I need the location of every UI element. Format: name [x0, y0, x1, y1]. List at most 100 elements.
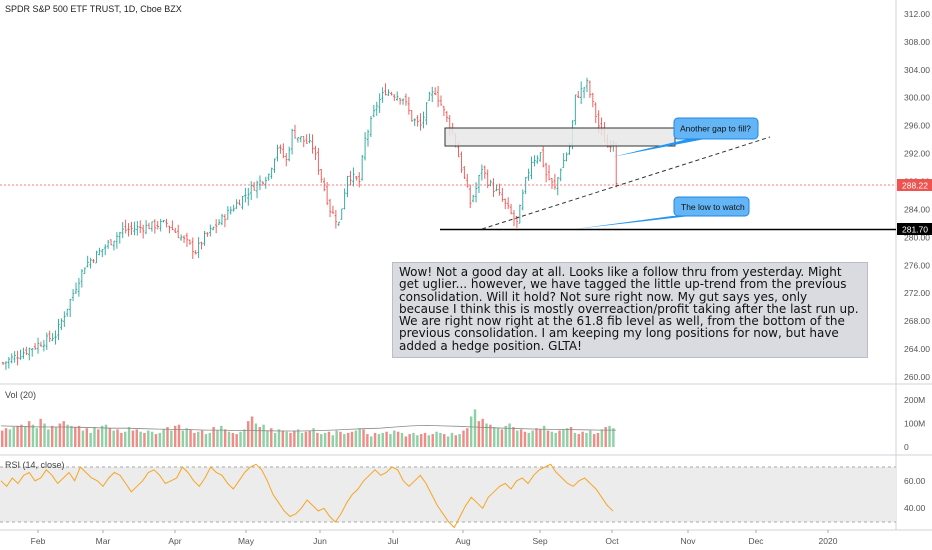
- volume-bar: [404, 436, 408, 447]
- price-axis-label: 268.00: [904, 316, 930, 326]
- volume-bar: [431, 434, 434, 447]
- volume-bar: [166, 427, 169, 447]
- volume-bar: [589, 430, 592, 447]
- volume-bar: [469, 416, 473, 447]
- volume-bar: [216, 430, 219, 447]
- volume-bar: [70, 425, 73, 447]
- volume-bar: [16, 425, 19, 447]
- volume-bar: [419, 434, 423, 447]
- volume-bar: [385, 431, 388, 447]
- volume-bar: [127, 427, 131, 447]
- volume-bar: [204, 434, 208, 447]
- volume-bar: [50, 425, 54, 447]
- gap-callout-box[interactable]: [673, 117, 759, 140]
- volume-bar: [489, 424, 492, 447]
- low-callout-box[interactable]: [673, 196, 750, 217]
- volume-bar: [493, 427, 496, 447]
- volume-bar: [443, 434, 446, 447]
- analysis-note[interactable]: Wow! Not a good day at all. Looks like a…: [392, 262, 868, 358]
- volume-bar: [304, 431, 308, 447]
- volume-bar: [154, 434, 158, 447]
- volume-bar: [339, 431, 342, 447]
- volume-bar: [54, 427, 58, 447]
- trend-line[interactable]: [481, 136, 771, 230]
- volume-bar: [227, 431, 231, 447]
- time-axis-label: Feb: [31, 536, 46, 546]
- volume-bar: [600, 429, 604, 447]
- price-axis-label: 260.00: [904, 372, 930, 382]
- volume-bar: [508, 423, 511, 447]
- volume-bar: [408, 434, 411, 447]
- volume-bar: [66, 424, 69, 447]
- volume-bar: [596, 432, 600, 447]
- volume-bar: [293, 430, 296, 447]
- volume-bar: [343, 434, 346, 447]
- volume-bar: [243, 429, 246, 447]
- last-price-badge: [897, 179, 932, 191]
- volume-bar: [366, 434, 369, 447]
- volume-ma-line: [0, 424, 616, 432]
- volume-bar: [377, 434, 381, 447]
- volume-bar: [266, 430, 269, 447]
- volume-bar: [370, 436, 373, 447]
- consolidation-rectangle[interactable]: [444, 127, 676, 147]
- volume-bar: [300, 432, 304, 447]
- volume-axis-label: 200M: [904, 395, 925, 405]
- volume-bar: [539, 429, 542, 447]
- volume-bar: [162, 429, 165, 447]
- volume-bar: [519, 429, 523, 447]
- volume-bar: [139, 431, 142, 447]
- volume-bar: [558, 430, 561, 447]
- volume-bar: [158, 432, 162, 447]
- volume-bar: [546, 430, 550, 447]
- volume-bar: [20, 424, 23, 447]
- volume-pane-label: Vol (20): [5, 390, 36, 400]
- volume-bar: [277, 429, 281, 447]
- volume-bar: [262, 424, 265, 447]
- volume-bar: [562, 429, 565, 447]
- volume-bar: [77, 425, 81, 447]
- low-callout-pointer: [575, 216, 690, 229]
- volume-bar: [393, 430, 396, 447]
- volume-bar: [62, 421, 65, 447]
- volume-bar: [381, 432, 384, 447]
- volume-bar: [585, 432, 588, 447]
- volume-bar: [550, 431, 554, 447]
- time-axis-label: 2020: [819, 536, 838, 546]
- volume-bar: [423, 432, 427, 447]
- volume-bar: [89, 432, 92, 447]
- price-axis-label: 292.00: [904, 149, 930, 159]
- price-axis-label: 304.00: [904, 65, 930, 75]
- price-axis-label: 308.00: [904, 37, 930, 47]
- rsi-line: [0, 463, 614, 529]
- time-axis-label: Mar: [96, 536, 111, 546]
- time-axis-label: Nov: [680, 536, 696, 546]
- time-axis-label: Apr: [168, 536, 181, 546]
- volume-bar: [531, 430, 534, 447]
- price-axis-label: 300.00: [904, 93, 930, 103]
- analysis-note-text: Wow! Not a good day at all. Looks like a…: [399, 265, 859, 353]
- volume-bar: [43, 423, 46, 447]
- volume-bar: [27, 421, 31, 447]
- volume-bar: [316, 432, 319, 447]
- volume-bar: [258, 427, 261, 447]
- volume-bar: [462, 430, 465, 447]
- volume-bar: [612, 428, 615, 447]
- volume-bar: [542, 425, 546, 447]
- volume-bars-group: [1, 409, 615, 447]
- volume-bar: [8, 429, 12, 447]
- volume-axis-label: 100M: [904, 419, 925, 429]
- volume-bar: [97, 429, 100, 447]
- chart-title: SPDR S&P 500 ETF TRUST, 1D, Cboe BZX: [5, 4, 182, 14]
- time-axis-label: May: [238, 536, 255, 546]
- volume-bar: [31, 424, 35, 447]
- volume-bar: [150, 431, 154, 447]
- volume-bar: [439, 432, 442, 447]
- support-price-badge: [897, 223, 932, 235]
- rsi-band: [0, 467, 896, 522]
- volume-bar: [485, 423, 488, 447]
- volume-bar: [270, 428, 273, 447]
- price-axis: 312.00 308.00 304.00 300.00 296.00 292.00 288.…: [904, 9, 930, 382]
- volume-bar: [235, 434, 238, 447]
- volume-bar: [396, 431, 400, 447]
